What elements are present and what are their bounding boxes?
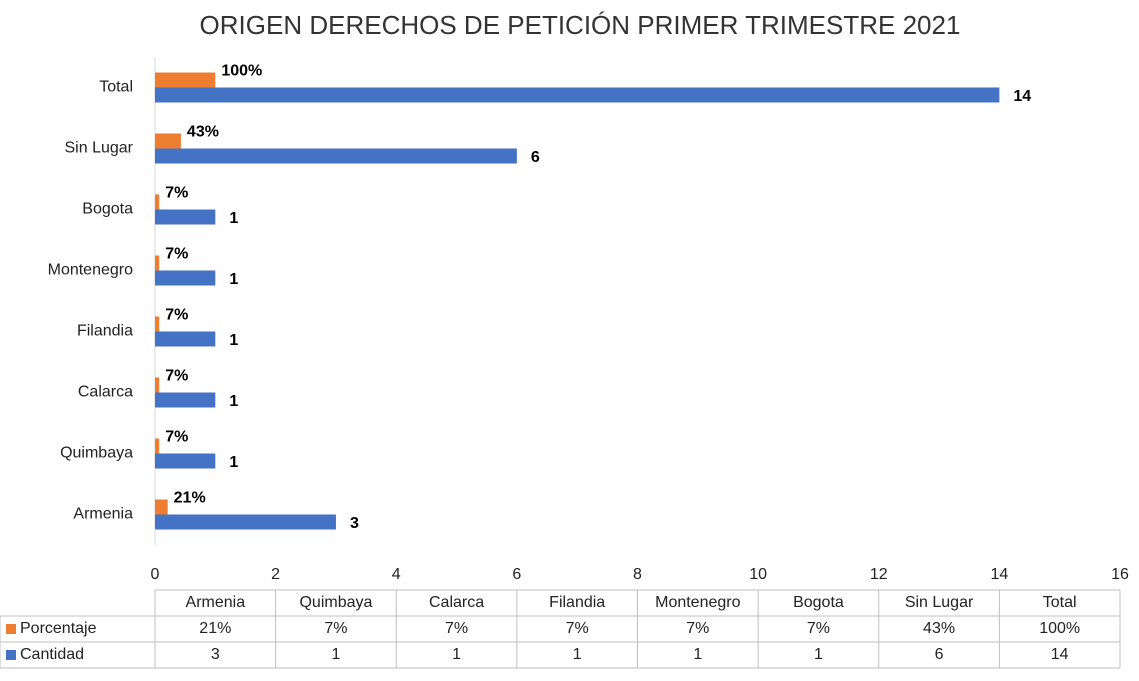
y-tick-label: Bogota [82,201,133,218]
chart-title: ORIGEN DERECHOS DE PETICIÓN PRIMER TRIME… [200,10,961,40]
data-label: 7% [165,368,188,385]
data-label: 43% [187,124,219,141]
bar [155,87,1000,103]
table-cell: 7% [566,620,589,637]
table-header: Total [1043,594,1077,611]
bar [155,194,160,210]
data-label: 1 [229,271,238,288]
table-cell: 1 [452,646,461,663]
table-cell: 21% [199,620,231,637]
table-cell: 7% [324,620,347,637]
table-cell: 3 [211,646,220,663]
table-header: Quimbaya [299,594,372,611]
bar [155,514,336,530]
data-label: 1 [229,454,238,471]
legend-key [6,650,16,660]
x-tick-label: 10 [749,566,767,583]
table-header: Filandia [549,594,605,611]
bar [155,377,160,393]
table-cell: 1 [573,646,582,663]
bar [155,255,160,271]
table-cell: 100% [1039,620,1080,637]
x-tick-label: 2 [271,566,280,583]
table-cell: 14 [1051,646,1069,663]
y-tick-label: Montenegro [48,262,133,279]
data-label: 7% [165,185,188,202]
y-tick-label: Total [99,79,133,96]
data-label: 14 [1013,88,1031,105]
y-tick-label: Calarca [78,384,133,401]
table-cell: 1 [331,646,340,663]
legend-key [6,624,16,634]
table-header: Bogota [793,594,844,611]
data-label: 7% [165,307,188,324]
table-header: Sin Lugar [905,594,974,611]
bar [155,438,160,454]
legend-label: Porcentaje [20,620,97,637]
data-label: 21% [174,490,206,507]
x-tick-label: 14 [990,566,1008,583]
table-cell: 7% [445,620,468,637]
data-label: 6 [531,149,540,166]
bar [155,316,160,332]
x-tick-label: 16 [1111,566,1129,583]
data-label: 3 [350,515,359,532]
data-label: 100% [221,63,262,80]
bar [155,270,216,286]
table-header: Armenia [186,594,246,611]
legend-label: Cantidad [20,646,84,663]
x-tick-label: 4 [392,566,401,583]
data-label: 1 [229,393,238,410]
data-label: 1 [229,210,238,227]
table-header: Calarca [429,594,484,611]
bar [155,453,216,469]
table-cell: 43% [923,620,955,637]
data-label: 1 [229,332,238,349]
x-tick-label: 12 [870,566,888,583]
x-tick-label: 6 [512,566,521,583]
table-header: Montenegro [655,594,740,611]
x-tick-label: 8 [633,566,642,583]
bar [155,72,216,88]
bar [155,133,181,149]
table-cell: 1 [693,646,702,663]
y-tick-label: Armenia [73,506,133,523]
data-label: 7% [165,246,188,263]
x-tick-label: 0 [151,566,160,583]
table-cell: 7% [807,620,830,637]
bar [155,209,216,225]
bar [155,499,168,515]
y-tick-label: Filandia [77,323,133,340]
bar [155,331,216,347]
table-cell: 6 [935,646,944,663]
y-tick-label: Sin Lugar [65,140,134,157]
data-label: 7% [165,429,188,446]
y-tick-label: Quimbaya [60,445,133,462]
table-cell: 1 [814,646,823,663]
table-cell: 7% [686,620,709,637]
bar [155,148,517,164]
bar [155,392,216,408]
